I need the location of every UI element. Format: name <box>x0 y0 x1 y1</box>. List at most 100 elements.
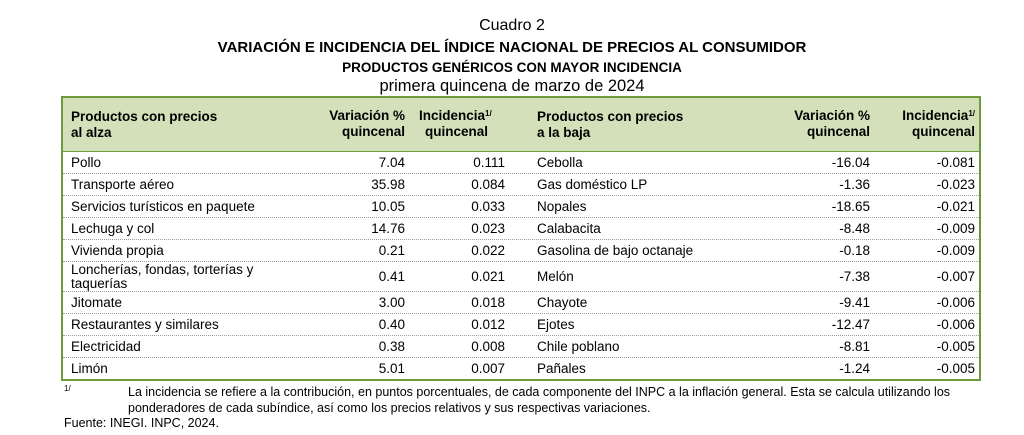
cell-down-variation: -8.81 <box>839 338 870 354</box>
cell-down-incidence: -0.023 <box>936 176 975 192</box>
header-up-variation: Variación % quincenal <box>301 108 405 140</box>
cell-down-variation: -1.24 <box>839 361 870 376</box>
cell-up-product: Transporte aéreo <box>71 176 175 192</box>
header-up-incidence-line1: Incidencia <box>419 108 486 123</box>
cell-up-incidence: 0.033 <box>471 198 505 214</box>
cell-down-product: Gasolina de bajo octanaje <box>537 242 694 258</box>
footnote-text: La incidencia se refiere a la contribuci… <box>128 385 951 415</box>
header-down-variation-line1: Variación % <box>794 108 870 123</box>
cell-up-variation: 14.76 <box>371 220 405 236</box>
table-row: Loncherías, fondas, torterías y taquería… <box>63 262 979 292</box>
cell-down-variation: -1.36 <box>839 176 870 192</box>
cell-down-incidence: -0.006 <box>936 294 975 310</box>
cell-up-variation: 3.00 <box>378 294 405 310</box>
header-down-product: Productos con precios a la baja <box>537 109 767 141</box>
cell-up-product: Pollo <box>71 154 102 170</box>
cell-up-variation: 35.98 <box>371 176 405 192</box>
header-up-incidence-sup: 1/ <box>485 109 492 118</box>
cell-down-product: Melón <box>537 268 574 284</box>
cell-down-incidence: -0.021 <box>936 198 975 214</box>
cell-down-incidence: -0.007 <box>936 268 975 284</box>
header-down-variation-line2: quincenal <box>806 124 870 139</box>
table-row: Vivienda propia 0.21 0.022 Gasolina de bajo… <box>63 240 979 262</box>
cell-down-incidence: -0.009 <box>936 220 975 236</box>
cell-up-product: Restaurantes y similares <box>71 316 219 332</box>
cell-up-incidence: 0.012 <box>471 316 505 332</box>
header-down-product-line1: Productos con precios <box>537 109 684 124</box>
header-up-variation-line1: Variación % <box>329 108 405 123</box>
header-down-variation: Variación % quincenal <box>763 108 870 140</box>
cell-down-product: Nopales <box>537 198 587 214</box>
cell-up-product: Vivienda propia <box>71 242 164 258</box>
cell-up-incidence: 0.021 <box>471 268 505 284</box>
cell-down-product: Ejotes <box>537 316 575 332</box>
table-row: Limón 5.01 0.007 Pañales -1.24 -0.005 <box>63 358 979 380</box>
cell-down-variation: -16.04 <box>831 154 870 170</box>
cell-up-variation: 5.01 <box>378 361 405 376</box>
header-up-product-line2: al alza <box>71 125 112 140</box>
table-title: VARIACIÓN E INCIDENCIA DEL ÍNDICE NACION… <box>217 39 807 56</box>
cell-up-incidence: 0.018 <box>471 294 505 310</box>
header-down-product-line2: a la baja <box>537 125 591 140</box>
cell-up-variation: 10.05 <box>371 198 405 214</box>
cell-down-variation: -9.41 <box>839 294 870 310</box>
table-row: Servicios turísticos en paquete 10.05 0.03… <box>63 196 979 218</box>
table-row: Jitomate 3.00 0.018 Chayote -9.41 -0.006 <box>63 292 979 314</box>
table-header: Productos con precios al alza Variación … <box>63 98 979 152</box>
header-down-incidence-line2: quincenal <box>911 124 975 139</box>
header-down-incidence-line1: Incidencia <box>902 108 969 123</box>
cell-down-variation: -18.65 <box>831 198 870 214</box>
cell-up-incidence: 0.008 <box>471 338 505 354</box>
table-row: Pollo 7.04 0.111 Cebolla -16.04 -0.081 <box>63 152 979 174</box>
cell-down-product: Gas doméstico LP <box>537 176 648 192</box>
cell-down-variation: -7.38 <box>839 268 870 284</box>
cell-up-product: Jitomate <box>71 294 123 310</box>
header-up-product: Productos con precios al alza <box>71 109 301 141</box>
cell-down-variation: -0.18 <box>839 242 870 258</box>
header-up-incidence: Incidencia1/ quincenal <box>419 108 529 140</box>
cell-down-product: Pañales <box>537 361 586 376</box>
header-up-incidence-line2: quincenal <box>425 124 489 139</box>
cell-down-incidence: -0.009 <box>936 242 975 258</box>
cell-down-incidence: -0.081 <box>936 154 975 170</box>
cell-up-incidence: 0.111 <box>473 154 505 170</box>
table-row: Electricidad 0.38 0.008 Chile poblano -8.81 -… <box>63 336 979 358</box>
table-row: Transporte aéreo 35.98 0.084 Gas doméstico … <box>63 174 979 196</box>
cell-up-product: Servicios turísticos en paquete <box>71 198 255 214</box>
cell-up-product: Lechuga y col <box>71 220 155 236</box>
cell-up-product: Electricidad <box>71 338 141 354</box>
cell-down-product: Chile poblano <box>537 338 620 354</box>
header-down-incidence-sup: 1/ <box>968 109 975 118</box>
header-up-product-line1: Productos con precios <box>71 109 218 124</box>
cell-up-incidence: 0.084 <box>471 176 505 192</box>
table-row: Lechuga y col 14.76 0.023 Calabacita -8.48 -0… <box>63 218 979 240</box>
table-body: Pollo 7.04 0.111 Cebolla -16.04 -0.081 Transpo… <box>63 152 979 380</box>
cell-down-variation: -8.48 <box>839 220 870 236</box>
cell-down-incidence: -0.006 <box>936 316 975 332</box>
cell-up-variation: 0.40 <box>378 316 405 332</box>
cell-up-variation: 0.41 <box>378 268 405 284</box>
header-down-incidence: Incidencia1/ quincenal <box>873 108 975 140</box>
table-number: Cuadro 2 <box>479 17 545 34</box>
cell-up-product: Limón <box>71 361 108 376</box>
header-up-variation-line2: quincenal <box>341 124 405 139</box>
cell-down-product: Calabacita <box>537 220 601 236</box>
table-period: primera quincena de marzo de 2024 <box>379 77 645 95</box>
cell-down-product: Cebolla <box>537 154 583 170</box>
cell-down-variation: -12.47 <box>831 316 870 332</box>
table-row: Restaurantes y similares 0.40 0.012 Ejotes -… <box>63 314 979 336</box>
cell-up-variation: 0.21 <box>378 242 405 258</box>
cell-down-product: Chayote <box>537 294 588 310</box>
cell-down-incidence: -0.005 <box>936 338 975 354</box>
cell-up-variation: 0.38 <box>378 338 405 354</box>
cell-up-incidence: 0.022 <box>471 242 505 258</box>
footnote-mark: 1/ <box>64 384 71 393</box>
data-table: Productos con precios al alza Variación … <box>61 96 981 381</box>
cell-up-variation: 7.04 <box>378 154 405 170</box>
table-subtitle: PRODUCTOS GENÉRICOS CON MAYOR INCIDENCIA <box>342 60 682 75</box>
cell-up-incidence: 0.023 <box>471 220 505 236</box>
cell-up-incidence: 0.007 <box>471 361 505 376</box>
source-note: Fuente: INEGI. INPC, 2024. <box>64 416 219 430</box>
cell-down-incidence: -0.005 <box>936 361 975 376</box>
